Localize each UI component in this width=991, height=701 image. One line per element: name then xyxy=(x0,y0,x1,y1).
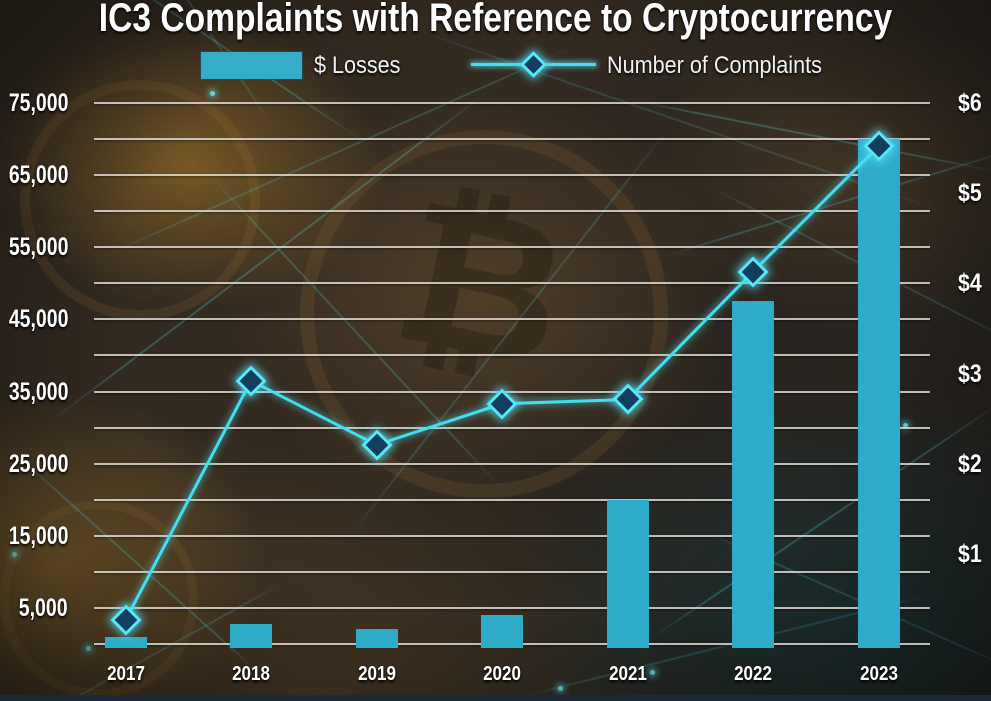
bar-2020 xyxy=(481,615,523,648)
bar-2021 xyxy=(606,499,649,648)
losses-swatch-icon xyxy=(201,52,302,79)
gridline xyxy=(94,282,930,285)
y-axis-tick-right: $1 xyxy=(958,539,982,568)
bar-2018 xyxy=(230,624,272,648)
x-axis-tick: 2021 xyxy=(608,663,647,685)
losses-legend-label: $ Losses xyxy=(314,52,401,79)
y-axis-tick-left: 45,000 xyxy=(8,305,68,334)
y-axis-tick-right: $5 xyxy=(958,179,982,208)
gridline xyxy=(94,570,930,573)
y-axis-tick-left: 35,000 xyxy=(8,377,68,406)
gridline xyxy=(94,246,930,249)
bottom-strip xyxy=(0,695,991,701)
y-axis-tick-left: 55,000 xyxy=(8,233,68,262)
gridline xyxy=(94,138,930,141)
gridline xyxy=(94,462,930,465)
complaints-legend-label: Number of Complaints xyxy=(607,52,822,79)
gridline xyxy=(94,354,930,357)
bar-2017 xyxy=(104,636,147,648)
bar-2023 xyxy=(857,139,900,648)
x-axis-tick: 2017 xyxy=(106,663,145,685)
y-axis-tick-right: $4 xyxy=(958,269,982,298)
gridline xyxy=(94,498,930,501)
gridline xyxy=(94,102,930,104)
chart-title: IC3 Complaints with Reference to Cryptoc… xyxy=(98,0,893,40)
gridline xyxy=(94,606,930,609)
plot-area xyxy=(94,102,930,648)
y-axis-tick-left: 15,000 xyxy=(8,521,68,550)
x-axis-tick: 2023 xyxy=(859,663,898,685)
gridline xyxy=(94,318,930,321)
y-axis-tick-left: 65,000 xyxy=(8,161,68,190)
x-axis-tick: 2022 xyxy=(734,663,772,685)
gridline xyxy=(94,210,930,213)
gridline xyxy=(94,174,930,177)
y-axis-tick-right: $3 xyxy=(958,359,982,388)
x-axis-tick: 2019 xyxy=(357,663,396,685)
y-axis-tick-right: $6 xyxy=(958,89,982,117)
gridline xyxy=(94,426,930,429)
y-axis-tick-left: 75,000 xyxy=(8,89,68,117)
x-axis-tick: 2018 xyxy=(232,663,270,685)
y-axis-tick-left: 5,000 xyxy=(19,593,68,622)
bar-2022 xyxy=(732,301,774,648)
y-axis-tick-left: 25,000 xyxy=(8,449,68,478)
complaints-line xyxy=(124,145,880,621)
y-axis-tick-right: $2 xyxy=(958,449,982,478)
bar-2019 xyxy=(355,628,398,648)
gridline xyxy=(94,534,930,537)
gridline xyxy=(94,390,930,393)
x-axis-tick: 2020 xyxy=(483,663,521,685)
